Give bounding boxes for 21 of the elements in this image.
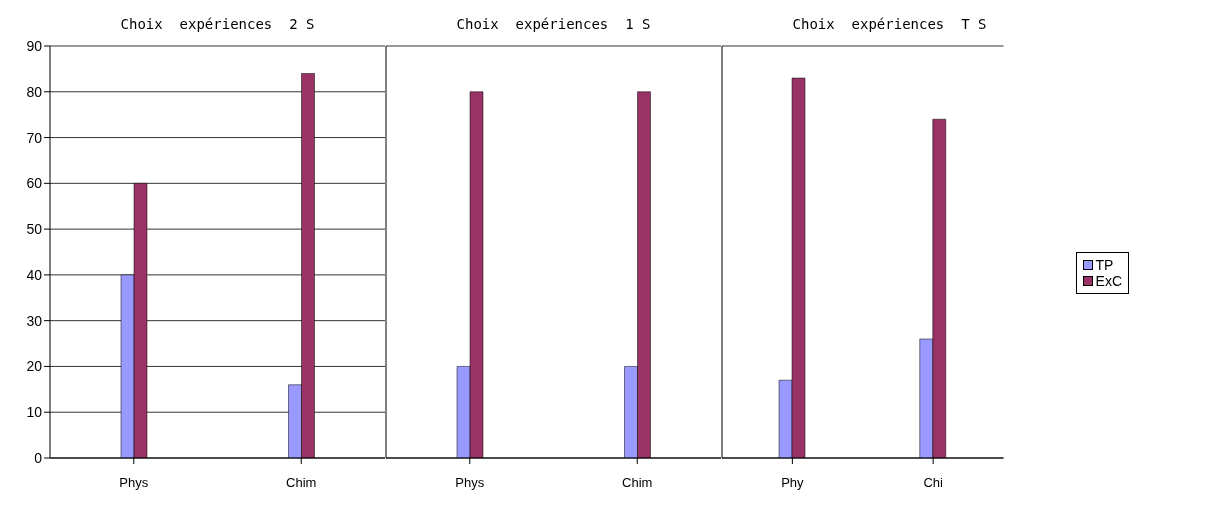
x-tick-label: Chi bbox=[923, 475, 944, 491]
x-tick-label: Phys bbox=[455, 475, 485, 491]
y-tick-label: 40 bbox=[26, 266, 43, 283]
y-tick-label: 30 bbox=[26, 312, 43, 329]
x-tick-label: Chim bbox=[286, 475, 317, 491]
y-tick-label: 20 bbox=[26, 358, 43, 375]
y-tick-label: 0 bbox=[34, 449, 43, 466]
y-tick-label: 80 bbox=[26, 83, 43, 100]
y-tick-label: 90 bbox=[26, 37, 43, 54]
chart-title: Choix expériences 2 S bbox=[119, 16, 316, 32]
x-tick-label: Phys bbox=[119, 475, 149, 491]
y-tick-label: 10 bbox=[26, 404, 43, 421]
y-tick-label: 60 bbox=[26, 175, 43, 192]
legend-label: TP bbox=[1095, 257, 1114, 273]
y-tick-label: 50 bbox=[26, 221, 43, 238]
chart-title: Choix expériences 1 S bbox=[455, 16, 652, 32]
x-tick-label: Chim bbox=[622, 475, 653, 491]
y-tick-label: 70 bbox=[26, 129, 43, 146]
legend-label: ExC bbox=[1095, 273, 1122, 289]
chart-title: Choix expériences T S bbox=[791, 16, 988, 32]
x-tick-label: Phy bbox=[781, 475, 805, 491]
